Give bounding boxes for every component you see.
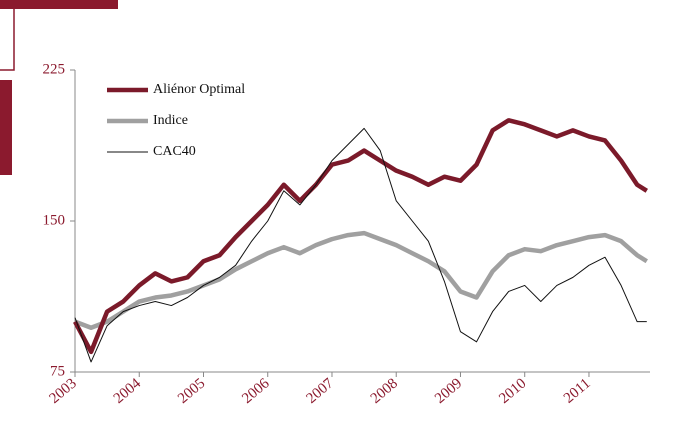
y-tick-label: 225: [43, 61, 66, 77]
y-tick-label: 75: [50, 363, 65, 379]
x-tick-label: 2003: [47, 375, 80, 407]
y-tick-label: 150: [43, 212, 66, 228]
legend-label: Aliénor Optimal: [153, 82, 245, 97]
x-tick-label: 2008: [368, 375, 401, 407]
decor-frame: [0, 9, 15, 71]
x-tick-label: 2009: [432, 375, 465, 407]
legend-label: CAC40: [153, 144, 196, 159]
series-line: [74, 230, 648, 330]
x-tick-label: 2005: [175, 375, 208, 407]
x-tick-label: 2007: [303, 375, 337, 407]
decor-side: [0, 80, 12, 175]
x-tick-label: 2004: [111, 375, 145, 407]
series-line: [73, 118, 648, 355]
x-tick-label: 2006: [239, 375, 273, 407]
x-tick-label: 2011: [561, 375, 594, 406]
decor-bar: [0, 0, 118, 9]
x-tick-label: 2010: [496, 375, 529, 407]
legend-label: Indice: [153, 113, 188, 128]
series-line: [74, 127, 647, 363]
